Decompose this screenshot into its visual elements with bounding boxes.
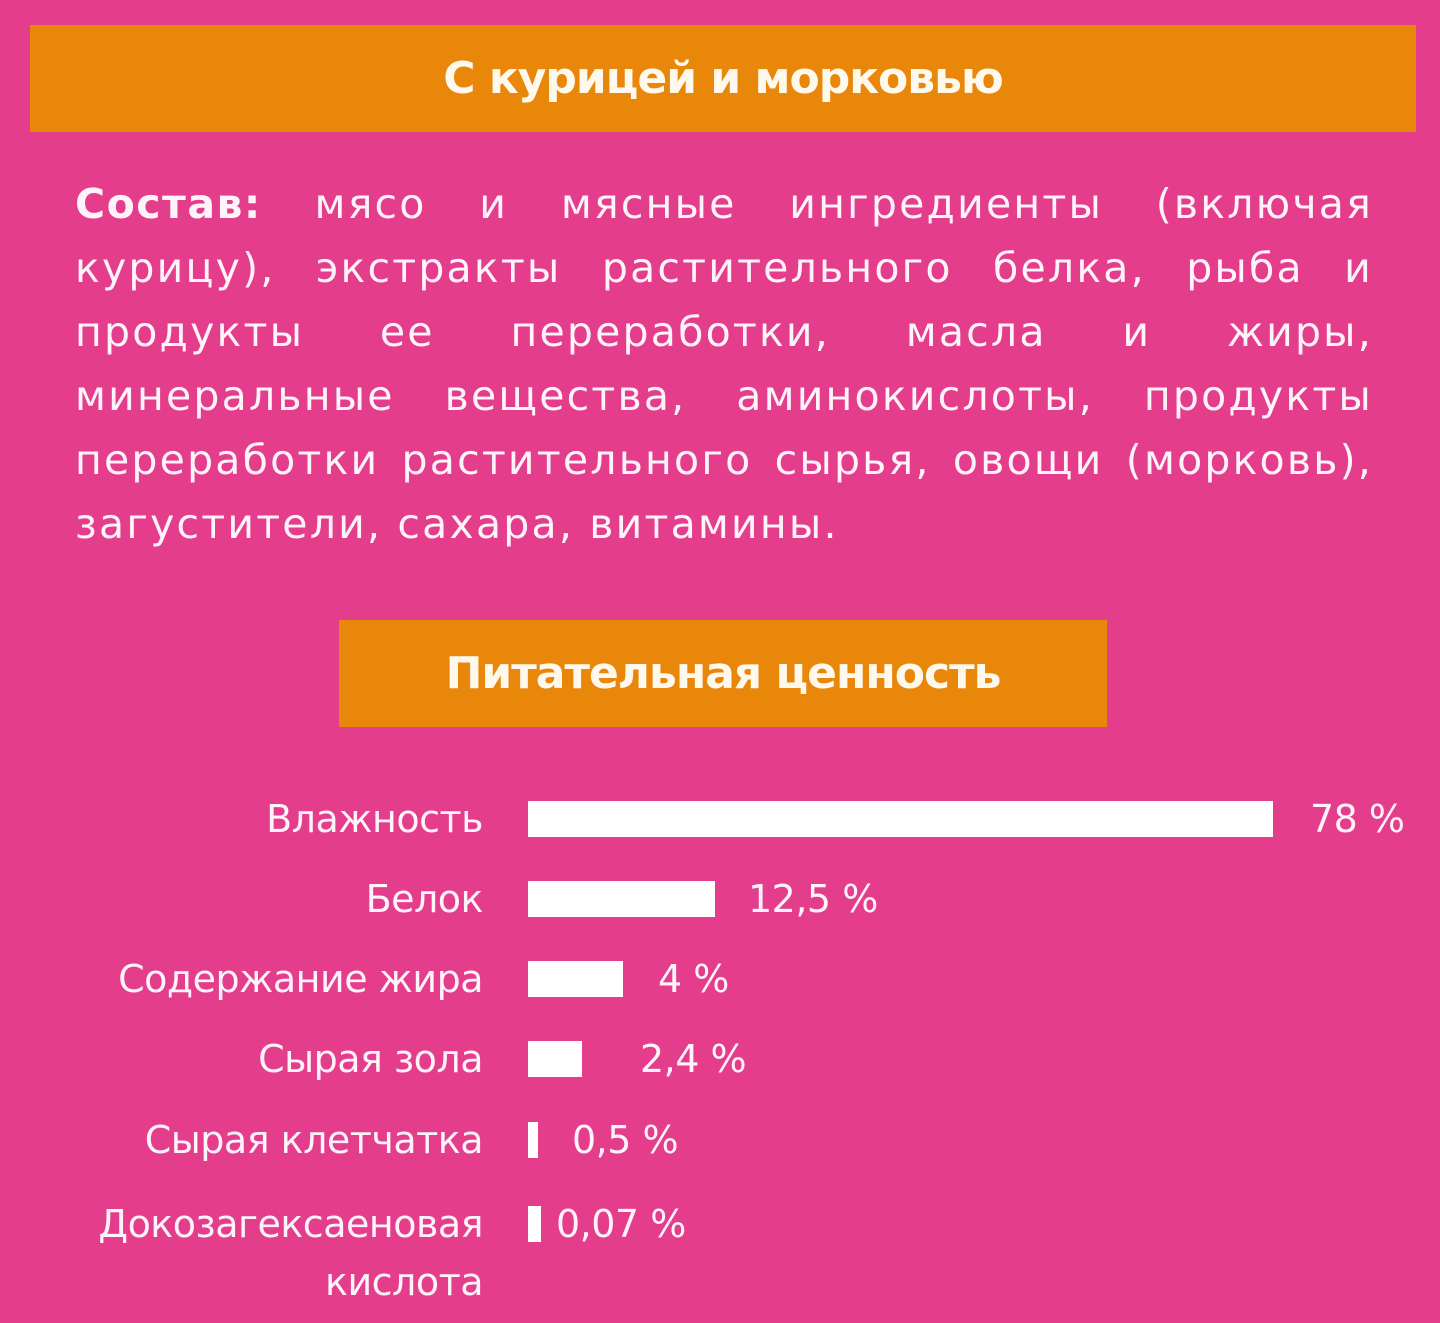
bar	[528, 1122, 538, 1158]
bar	[528, 1206, 541, 1242]
bar	[528, 961, 623, 997]
row-value: 78 %	[1310, 797, 1405, 841]
row-label: Сырая зола	[258, 1037, 483, 1081]
chart-row-fat: Содержание жира 4 %	[0, 959, 1440, 999]
chart-row-ash: Сырая зола 2,4 %	[0, 1039, 1440, 1079]
row-label: Сырая клетчатка	[144, 1118, 484, 1162]
product-title-banner: С курицей и морковью	[30, 25, 1416, 132]
row-label: Докозагексаеновая кислота	[98, 1204, 483, 1302]
row-label: Влажность	[266, 797, 483, 841]
chart-row-fiber: Сырая клетчатка 0,5 %	[0, 1120, 1440, 1160]
row-value: 12,5 %	[748, 877, 878, 921]
chart-row-dha: Докозагексаеновая кислота 0,07 %	[0, 1204, 1440, 1304]
composition-text: Состав: мясо и мясные ингредиенты (включ…	[75, 172, 1373, 556]
chart-row-protein: Белок 12,5 %	[0, 879, 1440, 919]
composition-label: Состав:	[75, 180, 262, 228]
row-value: 2,4 %	[640, 1037, 747, 1081]
row-value: 4 %	[658, 957, 729, 1001]
bar	[528, 1041, 582, 1077]
row-label-line2: кислота	[325, 1260, 483, 1304]
row-label-line1: Докозагексаеновая	[98, 1202, 483, 1246]
product-title: С курицей и морковью	[443, 53, 1003, 104]
composition-body: мясо и мясные ингредиенты (включая куриц…	[75, 180, 1373, 548]
row-label: Содержание жира	[118, 957, 483, 1001]
bar	[528, 801, 1273, 837]
bar	[528, 881, 715, 917]
chart-row-moisture: Влажность 78 %	[0, 799, 1440, 839]
row-value: 0,5 %	[572, 1118, 679, 1162]
row-label: Белок	[365, 877, 484, 921]
nutrition-bar-chart: Влажность 78 % Белок 12,5 % Содержание ж…	[0, 780, 1440, 1323]
row-value: 0,07 %	[556, 1202, 686, 1246]
nutrition-title-banner: Питательная ценность	[339, 620, 1107, 727]
nutrition-title: Питательная ценность	[445, 648, 1002, 699]
